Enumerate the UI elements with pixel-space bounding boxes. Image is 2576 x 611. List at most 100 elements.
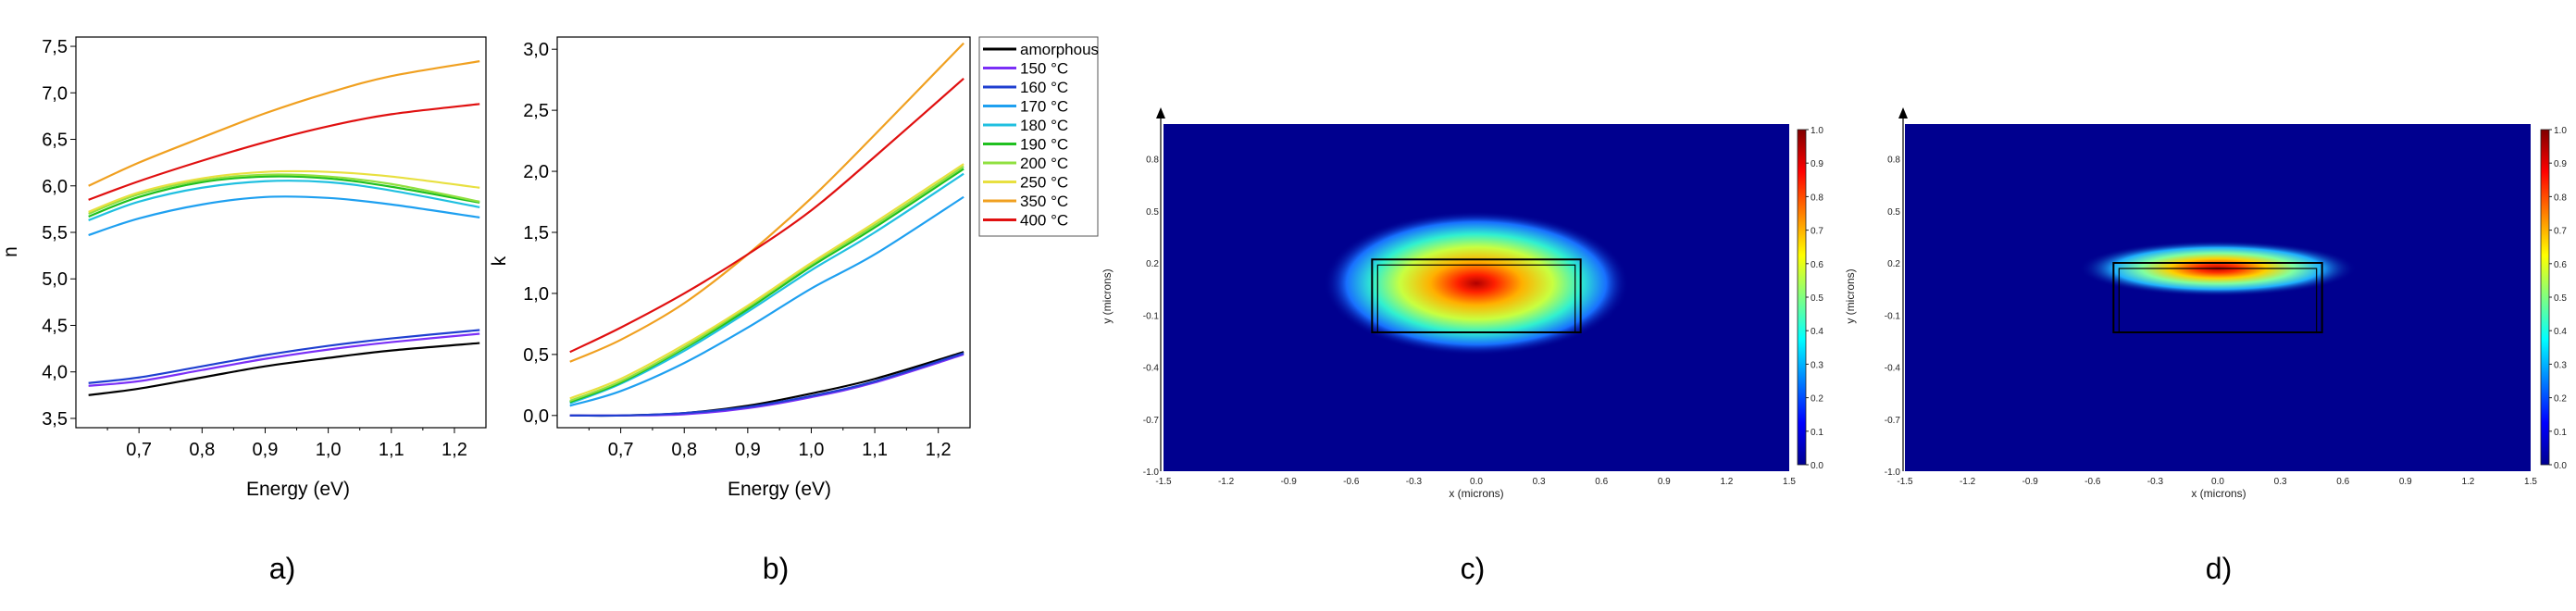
colorbar bbox=[2540, 129, 2550, 466]
series-line-350-c bbox=[88, 60, 480, 187]
x-tick-label: 1,2 bbox=[926, 440, 952, 460]
x-tick-label: 1.2 bbox=[1720, 477, 1733, 487]
x-tick-label: 1.2 bbox=[2461, 477, 2474, 487]
y-tick-label: -0.7 bbox=[1885, 416, 1901, 426]
series-line-180-c bbox=[88, 180, 480, 221]
series-line-180-c bbox=[569, 172, 964, 405]
series-line-190-c bbox=[88, 175, 480, 218]
y-tick-label: -0.1 bbox=[1143, 311, 1160, 321]
x-tick-label: -0.3 bbox=[1406, 477, 1423, 487]
colorbar-tick-label: 0.7 bbox=[1811, 227, 1823, 237]
series-line-400-c bbox=[569, 78, 964, 354]
x-tick-label: 0.9 bbox=[1658, 477, 1671, 487]
series-line-190-c bbox=[569, 168, 964, 404]
chart-panel-a: 0,7 0,8 0,9 1,0 1,1 1,2 3,5 4,0 4,5 5,0 5,5 6,0 6,5 7… bbox=[42, 36, 487, 460]
x-tick-label: 1.5 bbox=[1783, 477, 1796, 487]
series-line-170-c bbox=[88, 195, 480, 237]
panel-b-xlabel: Energy (eV) bbox=[728, 479, 831, 500]
panel-letter-d: d) bbox=[2206, 552, 2232, 585]
plot-frame bbox=[75, 36, 487, 429]
y-tick-label: 5,5 bbox=[42, 223, 68, 243]
legend-label: 160 °C bbox=[1020, 79, 1068, 96]
y-tick-label: -1.0 bbox=[1143, 468, 1160, 478]
x-tick-label: 0.9 bbox=[2399, 477, 2412, 487]
legend-box bbox=[978, 36, 1099, 237]
y-tick-label: 4,0 bbox=[42, 363, 68, 383]
panel-a-xlabel: Energy (eV) bbox=[246, 479, 350, 500]
x-tick-label: 0.0 bbox=[1470, 477, 1483, 487]
x-tick-label: -1.2 bbox=[1960, 477, 1976, 487]
y-tick-label: 0,5 bbox=[523, 345, 549, 366]
y-tick-label: -0.1 bbox=[1885, 311, 1901, 321]
series-line-amorphous bbox=[88, 342, 480, 396]
colorbar-tick-label: 0.0 bbox=[2554, 461, 2567, 471]
y-tick-label: 0.2 bbox=[1146, 259, 1159, 269]
series-line-160-c bbox=[569, 352, 964, 418]
waveguide-core-outline bbox=[1376, 264, 1576, 333]
x-tick-label: 0,7 bbox=[126, 440, 152, 460]
y-tick-label: 0.5 bbox=[1887, 207, 1900, 218]
legend-label: 180 °C bbox=[1020, 117, 1068, 134]
x-tick-label: -0.9 bbox=[2022, 477, 2039, 487]
colorbar-tick-label: 0.2 bbox=[1811, 394, 1823, 405]
x-tick-label: 0,9 bbox=[253, 440, 279, 460]
y-tick-label: -1.0 bbox=[1885, 468, 1901, 478]
x-tick-label: 1,0 bbox=[316, 440, 342, 460]
colorbar-tick-label: 0.4 bbox=[2554, 327, 2567, 337]
heatmap-panel-c: -1.5 -1.2 -0.9 -0.6 -0.3 0.0 0.3 0.6 0.9 1.2 1.5 -1… bbox=[1143, 107, 1823, 487]
colorbar-tick-label: 0.9 bbox=[1811, 159, 1823, 169]
y-axis-arrow-icon bbox=[1156, 107, 1165, 118]
colorbar-tick-label: 0.0 bbox=[1811, 461, 1823, 471]
x-tick-label: -0.3 bbox=[2147, 477, 2164, 487]
legend-label: 200 °C bbox=[1020, 155, 1068, 172]
legend-label: 250 °C bbox=[1020, 174, 1068, 192]
y-tick-label: 0.8 bbox=[1887, 156, 1900, 166]
x-tick-label: 1,1 bbox=[379, 440, 404, 460]
y-tick-label: 0.8 bbox=[1146, 156, 1159, 166]
x-tick-label: 0.3 bbox=[1533, 477, 1546, 487]
colorbar-tick-label: 0.3 bbox=[1811, 360, 1823, 370]
series-line-350-c bbox=[569, 42, 964, 363]
series-line-200-c bbox=[569, 165, 964, 403]
colorbar-tick-label: 0.3 bbox=[2554, 360, 2567, 370]
colorbar-tick-label: 0.6 bbox=[2554, 260, 2567, 270]
y-tick-label: -0.4 bbox=[1143, 364, 1160, 374]
panel-a-ylabel: n bbox=[0, 246, 21, 257]
legend-label: 350 °C bbox=[1020, 193, 1068, 210]
x-tick-label: 0.3 bbox=[2274, 477, 2287, 487]
y-tick-label: 0,0 bbox=[523, 406, 549, 427]
heatmap-panel-d: -1.5 -1.2 -0.9 -0.6 -0.3 0.0 0.3 0.6 0.9 1.2 1.5 -1… bbox=[1885, 107, 2567, 487]
waveguide-core-outline bbox=[2118, 268, 2318, 333]
colorbar-tick-label: 0.9 bbox=[2554, 159, 2567, 169]
series-line-150-c bbox=[88, 332, 480, 387]
colorbar bbox=[1797, 129, 1807, 466]
colorbar-tick-label: 0.1 bbox=[2554, 428, 2567, 438]
colorbar-tick-label: 0.4 bbox=[1811, 327, 1823, 337]
y-tick-label: 3,5 bbox=[42, 409, 68, 430]
x-tick-label: 1.5 bbox=[2524, 477, 2537, 487]
y-tick-label: 7,0 bbox=[42, 83, 68, 104]
series-line-200-c bbox=[88, 173, 480, 215]
y-tick-label: 1,5 bbox=[523, 223, 549, 243]
y-axis-arrow-icon bbox=[1898, 107, 1908, 118]
colorbar-tick-label: 0.7 bbox=[2554, 227, 2567, 237]
panel-c-xlabel: x (microns) bbox=[1449, 487, 1503, 500]
legend-label: 400 °C bbox=[1020, 212, 1068, 230]
heatmap-background bbox=[1905, 124, 2531, 471]
colorbar-tick-label: 0.1 bbox=[1811, 428, 1823, 438]
x-tick-label: 0.0 bbox=[2211, 477, 2224, 487]
x-tick-label: 0,8 bbox=[671, 440, 697, 460]
colorbar-tick-label: 1.0 bbox=[2554, 126, 2567, 136]
series-line-250-c bbox=[569, 163, 964, 400]
y-tick-label: 0.2 bbox=[1887, 259, 1900, 269]
x-tick-label: 1,1 bbox=[862, 440, 888, 460]
y-tick-label: -0.4 bbox=[1885, 364, 1901, 374]
colorbar-tick-label: 0.5 bbox=[2554, 293, 2567, 304]
x-tick-label: -1.5 bbox=[1897, 477, 1913, 487]
y-tick-label: 2,0 bbox=[523, 162, 549, 182]
legend-label: amorphous bbox=[1020, 41, 1099, 58]
x-tick-label: 0,7 bbox=[608, 440, 634, 460]
x-tick-label: 1,0 bbox=[799, 440, 825, 460]
y-tick-label: 4,5 bbox=[42, 316, 68, 336]
